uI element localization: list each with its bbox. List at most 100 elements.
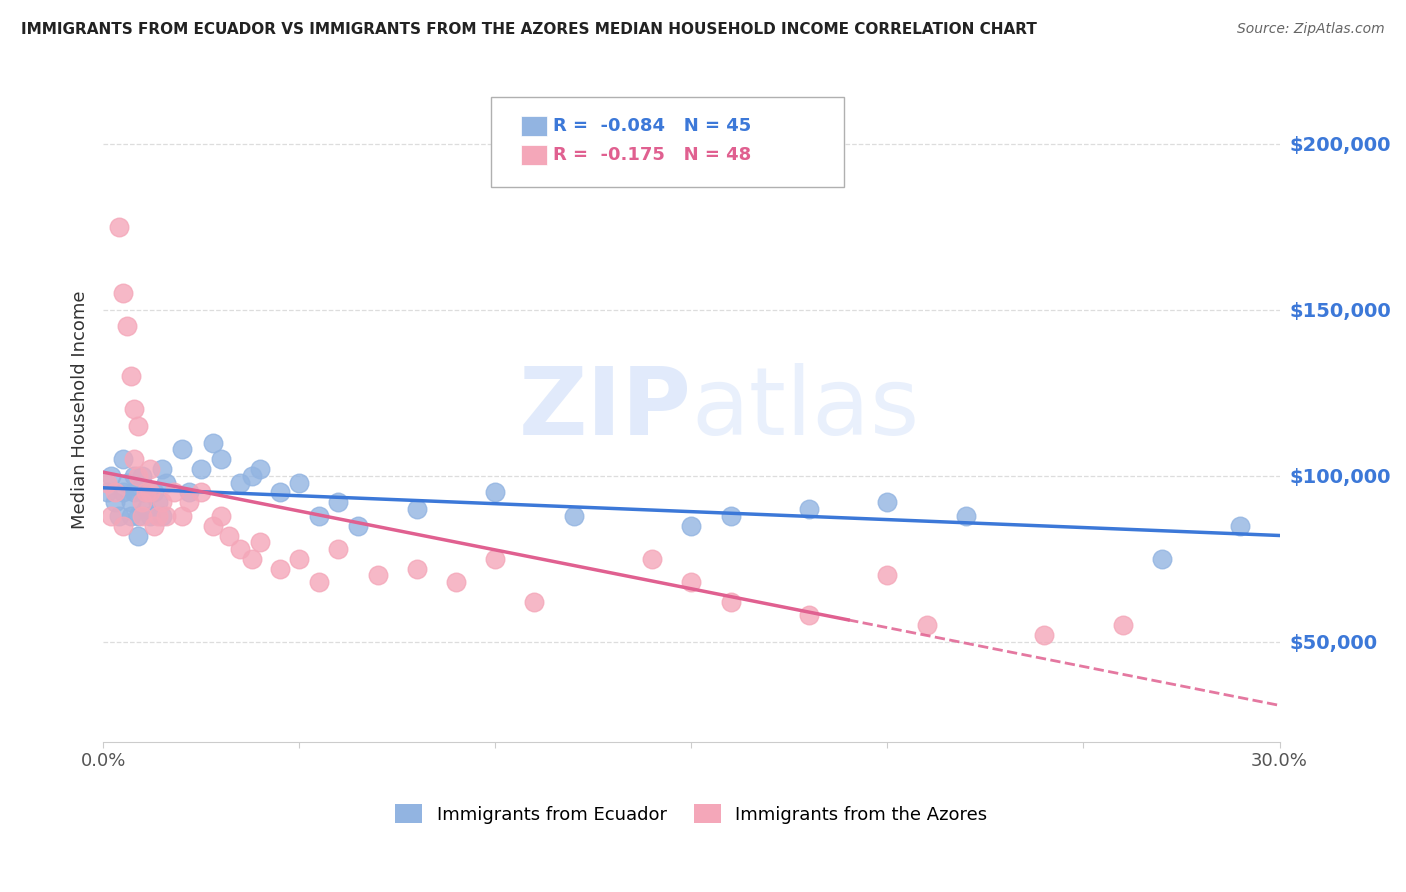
Point <box>115 319 138 334</box>
Point <box>124 402 146 417</box>
Point <box>120 495 142 509</box>
Point <box>288 475 311 490</box>
Point <box>155 475 177 490</box>
Point <box>124 468 146 483</box>
Point <box>143 485 166 500</box>
Point <box>444 575 467 590</box>
Point <box>915 618 938 632</box>
Point <box>179 485 201 500</box>
Point <box>127 508 149 523</box>
Legend: Immigrants from Ecuador, Immigrants from the Azores: Immigrants from Ecuador, Immigrants from… <box>388 797 994 830</box>
Text: R =  -0.175   N = 48: R = -0.175 N = 48 <box>553 146 751 164</box>
Point <box>229 475 252 490</box>
Point <box>876 495 898 509</box>
Point <box>1150 552 1173 566</box>
Bar <box>520 116 547 136</box>
Point <box>139 462 162 476</box>
Point <box>131 468 153 483</box>
Point <box>108 219 131 234</box>
Point <box>955 508 977 523</box>
Point <box>108 508 131 523</box>
Text: ZIP: ZIP <box>519 363 692 456</box>
Point <box>405 562 427 576</box>
Point <box>240 468 263 483</box>
Point <box>367 568 389 582</box>
Text: R =  -0.084   N = 45: R = -0.084 N = 45 <box>553 117 751 135</box>
Point <box>150 462 173 476</box>
Point <box>209 452 232 467</box>
Point <box>1111 618 1133 632</box>
Point <box>131 508 153 523</box>
Point <box>681 518 703 533</box>
Point <box>288 552 311 566</box>
Point <box>797 502 820 516</box>
Point <box>146 495 169 509</box>
Point <box>240 552 263 566</box>
Point <box>523 595 546 609</box>
Point <box>146 508 169 523</box>
Text: Source: ZipAtlas.com: Source: ZipAtlas.com <box>1237 22 1385 37</box>
Point <box>120 508 142 523</box>
Point <box>131 495 153 509</box>
Point <box>100 508 122 523</box>
Point <box>139 508 162 523</box>
Point <box>170 508 193 523</box>
Point <box>249 462 271 476</box>
Y-axis label: Median Household Income: Median Household Income <box>72 290 89 529</box>
Point <box>308 508 330 523</box>
Point <box>201 435 224 450</box>
Point <box>484 485 506 500</box>
Point <box>190 485 212 500</box>
Point <box>328 541 350 556</box>
Text: atlas: atlas <box>692 363 920 456</box>
Point <box>201 518 224 533</box>
Point <box>269 562 291 576</box>
Point <box>150 508 173 523</box>
Point <box>111 286 134 301</box>
Point <box>127 468 149 483</box>
Point <box>1229 518 1251 533</box>
Point <box>681 575 703 590</box>
Bar <box>520 145 547 165</box>
Point <box>104 485 127 500</box>
Point <box>269 485 291 500</box>
Point <box>100 468 122 483</box>
Point <box>124 485 146 500</box>
Point <box>127 528 149 542</box>
Point <box>1033 628 1056 642</box>
Point <box>876 568 898 582</box>
Point <box>131 485 153 500</box>
Point <box>328 495 350 509</box>
Text: IMMIGRANTS FROM ECUADOR VS IMMIGRANTS FROM THE AZORES MEDIAN HOUSEHOLD INCOME CO: IMMIGRANTS FROM ECUADOR VS IMMIGRANTS FR… <box>21 22 1038 37</box>
Point <box>720 595 742 609</box>
Point <box>720 508 742 523</box>
Point <box>127 419 149 434</box>
FancyBboxPatch shape <box>491 97 844 187</box>
Point <box>190 462 212 476</box>
Point <box>347 518 370 533</box>
Point <box>163 485 186 500</box>
Point <box>111 518 134 533</box>
Point <box>96 485 118 500</box>
Point <box>229 541 252 556</box>
Point <box>111 485 134 500</box>
Point <box>111 452 134 467</box>
Point <box>405 502 427 516</box>
Point <box>155 508 177 523</box>
Point <box>562 508 585 523</box>
Point <box>143 518 166 533</box>
Point <box>308 575 330 590</box>
Point <box>179 495 201 509</box>
Point <box>139 485 162 500</box>
Point <box>249 535 271 549</box>
Point <box>96 475 118 490</box>
Point <box>135 485 157 500</box>
Point <box>484 552 506 566</box>
Point <box>641 552 664 566</box>
Point <box>150 495 173 509</box>
Point <box>115 475 138 490</box>
Point <box>170 442 193 457</box>
Point <box>104 495 127 509</box>
Point <box>135 502 157 516</box>
Point <box>120 369 142 384</box>
